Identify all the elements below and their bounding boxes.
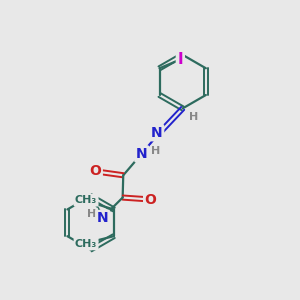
Text: H: H (189, 112, 199, 122)
Text: CH₃: CH₃ (75, 239, 97, 249)
Text: N: N (97, 212, 109, 225)
Text: N: N (136, 147, 148, 161)
Text: H: H (151, 146, 160, 157)
Text: N: N (151, 126, 163, 140)
Text: O: O (89, 164, 101, 178)
Text: I: I (178, 52, 183, 68)
Text: CH₃: CH₃ (75, 195, 97, 205)
Text: O: O (145, 193, 157, 207)
Text: H: H (87, 209, 97, 219)
